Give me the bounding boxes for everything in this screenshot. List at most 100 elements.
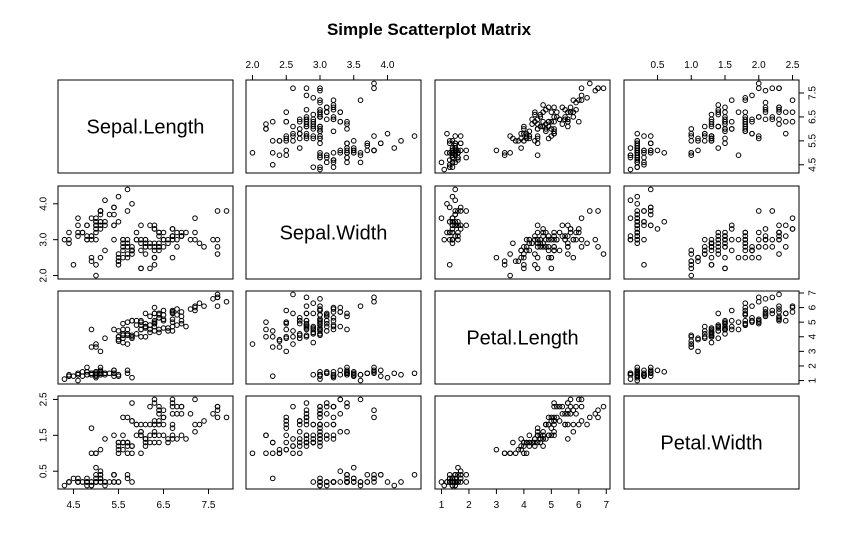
data-point	[715, 247, 722, 254]
data-point	[576, 118, 582, 125]
data-point	[647, 364, 654, 371]
data-point	[269, 138, 276, 144]
data-point	[223, 414, 230, 421]
data-point	[551, 247, 557, 254]
data-point	[545, 247, 552, 254]
data-point	[452, 475, 459, 482]
data-point	[323, 400, 330, 406]
data-point	[540, 229, 546, 236]
data-point	[214, 236, 221, 243]
data-point	[317, 296, 323, 302]
data-point	[647, 140, 654, 147]
data-point	[115, 218, 122, 225]
data-point	[455, 157, 461, 163]
data-point	[532, 138, 538, 144]
tick-label: 2	[466, 500, 472, 511]
data-point	[350, 147, 357, 154]
data-point	[364, 370, 371, 377]
data-point	[138, 222, 144, 229]
data-point	[762, 106, 769, 113]
data-point	[688, 261, 695, 268]
data-point	[715, 236, 722, 243]
data-point	[97, 348, 104, 355]
data-point	[701, 328, 708, 334]
data-point	[192, 215, 198, 221]
data-point	[317, 439, 323, 446]
data-point	[540, 102, 546, 108]
tick-label: 2.5	[279, 60, 293, 71]
data-point	[187, 411, 194, 417]
data-point	[303, 407, 310, 414]
data-point	[551, 428, 557, 435]
data-point	[562, 236, 568, 243]
data-point	[532, 233, 538, 239]
data-point	[521, 265, 527, 272]
tick-label: 4	[808, 334, 819, 340]
data-point	[556, 229, 563, 236]
data-point	[463, 154, 470, 161]
data-point	[61, 482, 68, 489]
data-point	[337, 411, 344, 417]
data-point	[111, 471, 117, 478]
data-point	[449, 159, 456, 166]
data-point	[357, 371, 364, 378]
data-point	[249, 341, 256, 347]
data-point	[129, 418, 135, 424]
data-point	[735, 236, 742, 243]
data-point	[174, 436, 180, 442]
data-point	[120, 446, 126, 453]
data-point	[455, 464, 461, 471]
data-point	[565, 411, 571, 417]
data-point	[551, 236, 557, 243]
panel-frame	[245, 395, 422, 490]
data-point	[455, 150, 461, 156]
data-point	[441, 166, 448, 173]
data-point	[647, 370, 654, 377]
data-point	[728, 126, 735, 132]
tick-label: 0.5	[651, 60, 665, 71]
data-point	[276, 450, 283, 457]
data-point	[174, 312, 180, 318]
panel-frame	[623, 290, 800, 385]
panel-frame	[57, 79, 234, 174]
data-point	[782, 244, 789, 250]
chart-title: Simple Scatterplot Matrix	[327, 20, 532, 39]
data-point	[66, 229, 72, 236]
data-point	[310, 111, 317, 118]
data-point	[647, 222, 654, 229]
data-point	[634, 371, 641, 378]
data-point	[512, 138, 519, 144]
data-point	[330, 114, 337, 120]
data-point	[142, 333, 149, 340]
data-point	[330, 317, 337, 324]
data-point	[317, 436, 323, 442]
data-point	[584, 421, 590, 428]
data-point	[269, 161, 276, 168]
data-point	[715, 240, 722, 247]
data-point	[214, 407, 221, 414]
data-point	[634, 159, 641, 166]
data-point	[160, 325, 167, 331]
data-point	[521, 254, 527, 261]
data-point	[201, 244, 207, 250]
data-point	[540, 244, 546, 250]
data-point	[290, 310, 296, 317]
data-point	[263, 333, 269, 340]
data-point	[310, 95, 317, 101]
data-point	[165, 439, 171, 446]
data-point	[576, 421, 582, 428]
data-point	[537, 432, 544, 439]
data-point	[518, 145, 524, 151]
data-point	[688, 152, 695, 158]
data-point	[565, 421, 571, 428]
data-point	[688, 344, 695, 350]
data-point	[263, 319, 269, 325]
data-point	[344, 400, 350, 406]
data-point	[310, 421, 317, 428]
data-point	[749, 92, 755, 99]
data-point	[742, 240, 749, 247]
data-point	[776, 85, 782, 92]
data-point	[567, 229, 574, 236]
data-point	[165, 436, 171, 442]
data-point	[735, 254, 742, 261]
